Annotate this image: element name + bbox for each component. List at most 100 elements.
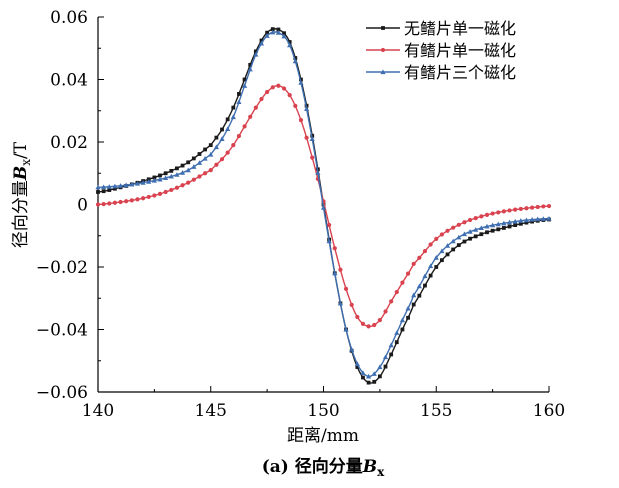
series-point <box>428 242 433 247</box>
series-point <box>479 232 484 237</box>
series-point <box>174 172 180 177</box>
series-point <box>299 77 303 82</box>
series-point <box>310 155 315 160</box>
series-point <box>124 199 129 204</box>
series-point <box>242 77 247 82</box>
series-point <box>276 27 281 32</box>
series-point <box>535 216 541 222</box>
series-point <box>258 40 265 46</box>
series-point <box>101 189 106 194</box>
series-point <box>293 103 298 108</box>
series-point <box>208 168 213 173</box>
series-point <box>462 220 467 225</box>
series-point <box>191 164 197 169</box>
series-point <box>484 212 490 217</box>
series-point <box>175 166 179 171</box>
series-point <box>157 191 163 196</box>
x-tick-label: 145 <box>195 401 227 421</box>
series-point <box>366 324 371 329</box>
series-point <box>377 364 383 370</box>
series-point <box>349 302 354 307</box>
y-axis-label: 径向分量Bx/T <box>11 141 33 248</box>
series-point <box>326 238 332 244</box>
series-point <box>163 189 168 195</box>
series-point <box>146 194 151 200</box>
series-point <box>163 175 169 181</box>
series-point <box>106 184 112 189</box>
series-point <box>327 222 332 228</box>
series-point <box>185 167 191 173</box>
series-point <box>253 105 258 110</box>
series-point <box>394 340 399 345</box>
series-point <box>180 163 185 168</box>
series-point <box>276 83 281 88</box>
series-point <box>275 30 281 35</box>
series-point <box>355 314 360 320</box>
series-point <box>490 228 495 233</box>
series-point <box>428 263 434 269</box>
series-point <box>101 184 107 190</box>
series-point <box>518 221 523 226</box>
series-point <box>253 51 259 57</box>
legend-label: 无鳍片单一磁化 <box>404 19 516 38</box>
series-point <box>151 177 157 183</box>
caption-sub: x <box>377 465 385 479</box>
y-tick-label: 0.04 <box>50 71 88 91</box>
series-point <box>400 280 405 285</box>
series-point <box>507 224 512 229</box>
series-point <box>141 196 146 201</box>
series-point <box>405 271 411 276</box>
series-point <box>473 216 478 221</box>
series-point <box>337 300 344 306</box>
series-point <box>422 248 428 254</box>
caption-var: B <box>362 457 377 477</box>
series-point <box>366 373 372 379</box>
series-point <box>214 135 219 140</box>
series-point <box>389 352 394 357</box>
legend-label: 有鳍片单一磁化 <box>404 41 516 60</box>
series-point <box>219 157 225 162</box>
series-point <box>366 380 371 385</box>
series-point <box>225 150 230 155</box>
series-point <box>196 160 203 165</box>
series-point <box>343 326 349 332</box>
series-point <box>248 62 253 67</box>
series-point <box>203 147 208 152</box>
series-point <box>236 99 242 105</box>
series-point <box>118 199 123 205</box>
series-point <box>179 170 186 175</box>
series-point <box>230 114 236 120</box>
series-point <box>439 258 444 263</box>
series-point <box>360 370 366 375</box>
series-point <box>355 365 360 369</box>
series-layer <box>95 27 552 385</box>
series-point <box>338 267 343 272</box>
series-point <box>540 216 546 221</box>
series-point <box>388 342 394 348</box>
series-point <box>445 228 450 233</box>
series-point <box>461 231 468 237</box>
series-point <box>293 56 298 60</box>
series-point <box>264 33 270 38</box>
series-point <box>140 180 146 185</box>
series-point <box>231 143 236 148</box>
series-point <box>203 171 208 176</box>
series-point <box>496 227 501 232</box>
series-point <box>298 118 304 123</box>
legend-entry-3: 有鳍片三个磁化 <box>366 63 516 82</box>
series-point <box>237 92 241 96</box>
series-point <box>309 136 315 141</box>
series-point <box>372 322 377 328</box>
series-point <box>315 170 321 175</box>
series-point <box>191 156 196 161</box>
series-point <box>377 374 382 379</box>
series-point <box>445 252 450 257</box>
series-point <box>360 321 366 326</box>
y-axis-label-prefix: 径向分量 <box>11 180 31 248</box>
series-point <box>444 243 451 248</box>
series-point <box>456 243 461 248</box>
legend-marker <box>380 69 386 75</box>
series-point <box>512 218 518 224</box>
series-point <box>529 205 535 210</box>
x-axis-label: 距离/mm <box>287 426 359 446</box>
